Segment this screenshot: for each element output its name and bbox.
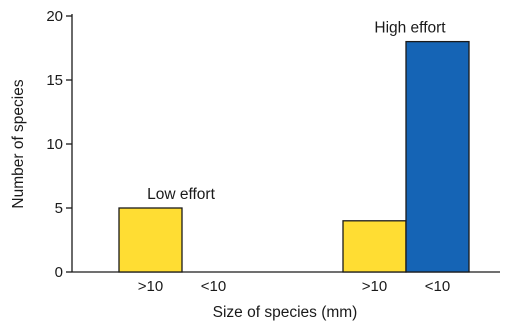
y-axis-title: Number of species	[10, 79, 27, 208]
x-axis-title: Size of species (mm)	[213, 304, 358, 321]
y-tick-label: 5	[55, 200, 63, 217]
x-axis: >10 <10 >10 <10	[72, 271, 500, 295]
group-label: High effort	[374, 20, 446, 37]
y-tick-label: 10	[46, 136, 63, 153]
y-tick-label: 15	[46, 72, 63, 89]
group-label: Low effort	[147, 186, 215, 203]
bar-2-1	[342, 220, 407, 273]
bars	[118, 40, 470, 273]
labels: Low effort High effort	[147, 20, 446, 203]
x-tick-label: <10	[425, 278, 450, 295]
x-tick-label: >10	[362, 278, 387, 295]
x-tick-label: >10	[138, 278, 163, 295]
x-tick-label: <10	[201, 278, 226, 295]
y-tick-label: 0	[55, 264, 63, 281]
y-axis: 0 5 10 15 20	[46, 8, 73, 281]
bar-2-2	[405, 40, 470, 273]
y-tick-label: 20	[46, 8, 63, 25]
bar-1-1	[118, 207, 183, 273]
